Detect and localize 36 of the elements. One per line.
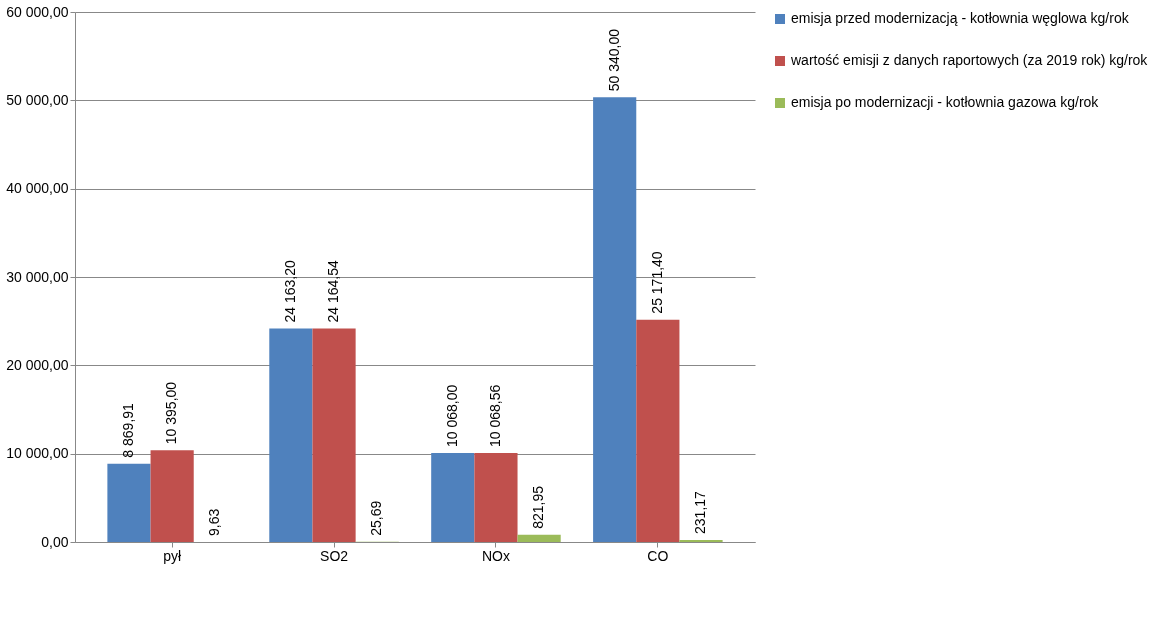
data-label: 24 164,54: [325, 260, 342, 323]
y-tick-label: 0,00: [41, 533, 69, 550]
legend-label: emisja po modernizacji - kotłownia gazowa kg/rok: [791, 94, 1100, 110]
data-label: 25 171,40: [648, 251, 665, 314]
data-label: 24 163,20: [281, 260, 298, 323]
data-label: 231,17: [692, 490, 709, 534]
bar: [431, 453, 475, 542]
y-tick-label: 30 000,00: [6, 268, 69, 285]
data-label: 10 395,00: [163, 381, 180, 445]
x-tick-label: SO2: [320, 547, 349, 564]
y-tick-label: 40 000,00: [6, 180, 69, 197]
x-tick-label: NOx: [481, 547, 510, 564]
data-label: 10 068,00: [443, 384, 460, 448]
bar: [636, 319, 680, 542]
legend-label: emisja przed modernizacją - kotłownia węglowa kg/rok: [791, 10, 1130, 26]
x-tick-label: pył: [163, 547, 182, 564]
y-tick-label: 60 000,00: [6, 3, 69, 20]
y-tick-label: 50 000,00: [6, 91, 69, 108]
data-label: 10 068,56: [486, 384, 503, 448]
bar: [107, 463, 151, 542]
bar: [312, 328, 356, 542]
data-label: 9,63: [206, 508, 223, 536]
bar: [593, 97, 637, 542]
bar: [150, 450, 194, 542]
data-label: 50 340,00: [605, 28, 622, 92]
bar: [679, 539, 723, 542]
y-tick-label: 10 000,00: [6, 445, 69, 462]
y-tick-label: 20 000,00: [6, 356, 69, 373]
legend-label: wartość emisji z danych raportowych (za 2019 rok) kg/rok: [790, 52, 1149, 68]
data-label: 25,69: [368, 500, 385, 536]
bar: [269, 328, 313, 542]
bar: [474, 453, 518, 542]
bar: [517, 534, 561, 542]
data-label: 8 869,91: [119, 402, 136, 458]
x-tick-label: CO: [647, 547, 669, 564]
data-label: 821,95: [530, 485, 547, 529]
